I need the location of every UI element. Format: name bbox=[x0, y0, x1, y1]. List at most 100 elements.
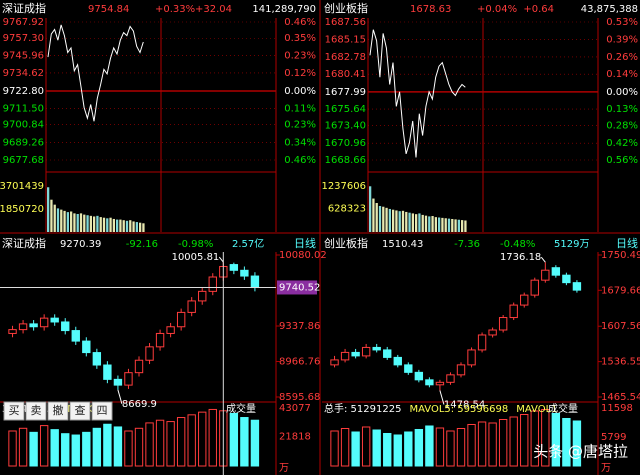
volume-tick-label: 1850720 bbox=[0, 204, 44, 215]
candle-body bbox=[456, 364, 466, 376]
y-tick-label: 9757.30 bbox=[3, 33, 44, 44]
candle-body bbox=[425, 379, 434, 386]
pct-label: 0.26% bbox=[606, 52, 638, 63]
volume-bar bbox=[125, 220, 129, 232]
period: 日线 bbox=[294, 236, 316, 250]
toolbar-button[interactable] bbox=[69, 401, 91, 421]
pct-label: 0.53% bbox=[606, 17, 638, 28]
y-tick-label: 1673.40 bbox=[325, 120, 366, 131]
toolbar-button[interactable] bbox=[47, 401, 69, 421]
y-tick-label: 1682.78 bbox=[325, 52, 366, 63]
volume-bar bbox=[461, 220, 464, 232]
volume-bar bbox=[229, 412, 239, 467]
toolbar-label[interactable]: 四 bbox=[97, 404, 108, 417]
toolbar-button[interactable] bbox=[3, 401, 25, 421]
toolbar-button[interactable] bbox=[25, 401, 47, 421]
candle-body bbox=[250, 275, 260, 289]
extreme-pointer bbox=[540, 256, 546, 263]
toolbar-button[interactable] bbox=[91, 401, 113, 421]
y-tick-label: 1670.96 bbox=[325, 138, 366, 149]
volume-header: MAVOL5: 59596698 bbox=[409, 404, 508, 415]
volume-bar bbox=[50, 199, 53, 232]
volume-bar bbox=[562, 417, 571, 467]
volume-bar bbox=[113, 426, 123, 467]
volume-bar bbox=[434, 217, 437, 232]
candle-body bbox=[18, 323, 28, 331]
volume-bar bbox=[340, 427, 350, 467]
candle-body bbox=[530, 279, 539, 296]
volume-bar bbox=[520, 413, 529, 467]
volume-bar bbox=[401, 210, 405, 232]
volume-bar bbox=[112, 218, 115, 232]
candle-body bbox=[541, 269, 550, 281]
volume-bar bbox=[395, 210, 398, 232]
volume-bar bbox=[92, 427, 102, 467]
candle-body bbox=[372, 346, 381, 351]
crosshair-label: 9740.52 bbox=[279, 282, 320, 293]
candle-body bbox=[198, 290, 207, 302]
volume-bar bbox=[142, 223, 145, 232]
volume-bar bbox=[392, 209, 395, 232]
volume-bar bbox=[63, 210, 66, 232]
volume-bar bbox=[415, 214, 418, 232]
volume-bar bbox=[83, 214, 86, 232]
candle-body bbox=[477, 334, 487, 351]
y-tick-label: 8595.68 bbox=[279, 392, 320, 403]
toolbar-label[interactable]: 卖 bbox=[31, 404, 42, 417]
volume-bar bbox=[89, 215, 92, 232]
pct-label: 0.34% bbox=[284, 137, 316, 148]
index-name: 创业板指 bbox=[324, 236, 368, 250]
volume-bar bbox=[375, 203, 378, 232]
last-price: 1510.43 bbox=[382, 239, 423, 250]
pct-label: 0.46% bbox=[284, 17, 316, 28]
toolbar-label[interactable]: 查 bbox=[75, 403, 86, 417]
extreme-label: 1736.18 bbox=[500, 252, 541, 263]
volume-bar bbox=[369, 186, 372, 232]
pct-label: 0.23% bbox=[284, 120, 316, 131]
volume-bar bbox=[551, 412, 561, 467]
price: 1678.63 bbox=[410, 4, 451, 15]
candle-body bbox=[82, 340, 91, 354]
volume-bar bbox=[129, 220, 132, 232]
candle-body bbox=[176, 311, 186, 328]
candle-body bbox=[467, 349, 476, 366]
volume-bar bbox=[444, 218, 447, 232]
volume-bar bbox=[135, 222, 138, 232]
candle-body bbox=[124, 372, 133, 386]
volume-bar bbox=[8, 430, 17, 467]
candle-body bbox=[166, 326, 175, 334]
volume-bar bbox=[408, 212, 411, 232]
volume-header: 总手: 51291225 bbox=[324, 402, 401, 415]
y-tick-label: 9711.50 bbox=[3, 103, 44, 114]
candle-body bbox=[361, 346, 371, 357]
volume-bar bbox=[383, 432, 392, 467]
candle-body bbox=[498, 317, 508, 331]
volume-bar bbox=[176, 417, 186, 467]
volume-bar bbox=[428, 216, 431, 232]
candle-body bbox=[61, 321, 70, 332]
candle-body bbox=[229, 264, 239, 271]
volume-bar bbox=[382, 206, 385, 232]
period: 日线 bbox=[616, 236, 638, 250]
volume-bar bbox=[29, 431, 38, 467]
extreme-label: 10005.81 bbox=[172, 252, 220, 263]
y-tick-label: 1680.41 bbox=[325, 69, 366, 80]
pct-label: 0.12% bbox=[284, 68, 316, 79]
amount: 2.57亿 bbox=[232, 237, 264, 250]
toolbar-label[interactable]: 买 bbox=[9, 404, 20, 417]
volume-bar bbox=[351, 431, 360, 467]
extreme-label: 8669.9 bbox=[122, 399, 157, 410]
candle-body bbox=[113, 378, 123, 386]
volume-bar bbox=[71, 434, 80, 467]
volume-bar bbox=[372, 429, 381, 467]
pct-label: 0.00% bbox=[606, 87, 638, 98]
pct-label: 0.46% bbox=[284, 155, 316, 166]
y-tick-label: 9700.84 bbox=[3, 120, 44, 131]
volume-bar bbox=[393, 434, 402, 467]
volume-bar bbox=[82, 431, 91, 467]
volume-bar bbox=[155, 419, 165, 467]
toolbar-label[interactable]: 撤 bbox=[53, 403, 64, 417]
volume-bar bbox=[102, 217, 106, 232]
candle-body bbox=[39, 317, 49, 328]
